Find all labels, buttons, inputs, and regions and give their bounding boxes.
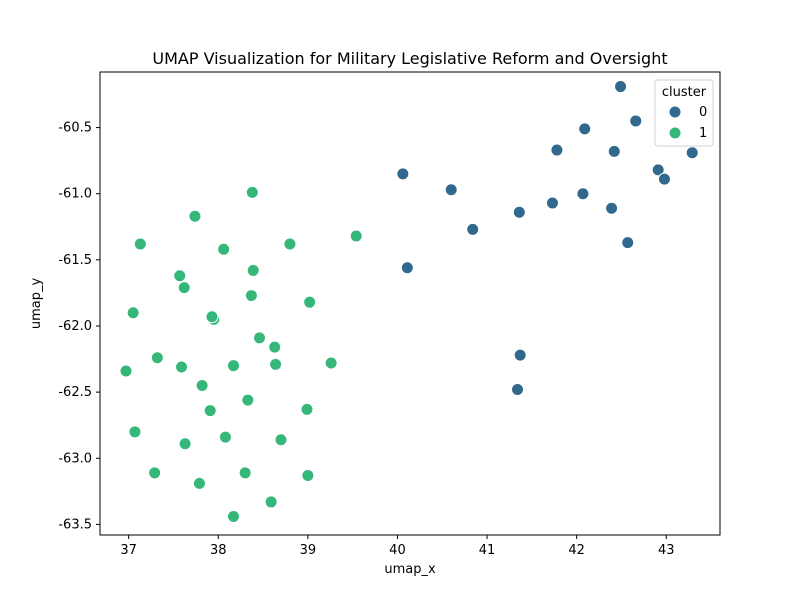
point-cluster-1-3 — [133, 237, 147, 251]
point-cluster-1-27 — [218, 430, 232, 444]
point-cluster-0-8 — [396, 167, 410, 181]
y-tick-label-1: -61.0 — [58, 187, 92, 202]
point-cluster-1-31 — [238, 466, 252, 480]
point-cluster-0-0 — [614, 80, 628, 94]
point-cluster-1-11 — [126, 306, 140, 320]
point-cluster-0-2 — [578, 122, 592, 136]
point-cluster-0-10 — [576, 187, 590, 201]
point-cluster-1-18 — [269, 357, 283, 371]
point-cluster-0-14 — [466, 222, 480, 236]
y-tick-label-4: -62.5 — [58, 385, 92, 400]
point-cluster-1-15 — [268, 340, 282, 354]
point-cluster-0-18 — [511, 382, 525, 396]
point-cluster-0-13 — [512, 205, 526, 219]
point-cluster-1-28 — [274, 433, 288, 447]
point-cluster-0-17 — [513, 348, 527, 362]
x-tick-label-1: 38 — [210, 543, 227, 558]
chart-title: UMAP Visualization for Military Legislat… — [152, 49, 667, 68]
point-cluster-1-8 — [177, 281, 191, 295]
y-tick-label-5: -63.0 — [58, 451, 92, 466]
point-cluster-1-21 — [119, 364, 133, 378]
point-cluster-1-20 — [226, 359, 240, 373]
point-cluster-1-2 — [349, 229, 363, 243]
point-cluster-1-6 — [246, 263, 260, 277]
x-tick-label-5: 42 — [568, 543, 585, 558]
point-cluster-1-5 — [217, 242, 231, 256]
point-cluster-1-19 — [175, 360, 189, 374]
point-cluster-1-33 — [192, 476, 206, 490]
point-cluster-1-22 — [195, 379, 209, 393]
x-tick-label-0: 37 — [120, 543, 137, 558]
point-cluster-1-1 — [188, 209, 202, 223]
point-cluster-0-3 — [550, 143, 564, 157]
point-cluster-0-12 — [605, 201, 619, 215]
point-cluster-0-1 — [629, 114, 643, 128]
legend-label-cluster-0: 0 — [699, 105, 707, 120]
y-axis-label: umap_y — [29, 278, 44, 330]
point-cluster-1-25 — [203, 404, 217, 418]
y-tick-label-3: -62.0 — [58, 319, 92, 334]
point-cluster-1-34 — [264, 495, 278, 509]
point-cluster-0-11 — [545, 196, 559, 210]
point-cluster-1-17 — [324, 356, 338, 370]
x-tick-label-4: 41 — [479, 543, 496, 558]
point-cluster-0-4 — [607, 144, 621, 158]
x-tick-label-2: 39 — [300, 543, 317, 558]
point-cluster-1-10 — [303, 295, 317, 309]
x-axis-ticks: 37 38 39 40 41 42 43 — [120, 535, 675, 558]
y-axis-ticks: -60.5 -61.0 -61.5 -62.0 -62.5 -63.0 -63.5 — [58, 121, 100, 532]
point-cluster-1-13 — [205, 310, 219, 324]
point-cluster-1-32 — [301, 468, 315, 482]
y-tick-label-0: -60.5 — [58, 121, 92, 136]
point-cluster-1-35 — [226, 509, 240, 523]
legend-marker-cluster-1 — [668, 126, 682, 140]
point-cluster-1-16 — [150, 351, 164, 365]
y-tick-label-2: -61.5 — [58, 253, 92, 268]
point-cluster-1-7 — [173, 269, 187, 283]
point-cluster-1-24 — [300, 402, 314, 416]
point-cluster-1-4 — [283, 237, 297, 251]
point-cluster-1-9 — [244, 289, 258, 303]
point-cluster-1-14 — [252, 331, 266, 345]
legend: cluster 0 1 — [654, 79, 714, 147]
point-cluster-0-6 — [651, 163, 665, 177]
points-layer — [119, 80, 699, 523]
y-tick-label-6: -63.5 — [58, 517, 92, 532]
legend-box — [654, 79, 714, 147]
plot-frame — [99, 71, 721, 536]
point-cluster-0-15 — [621, 236, 635, 250]
point-cluster-1-26 — [128, 425, 142, 439]
legend-label-cluster-1: 1 — [699, 126, 707, 141]
point-cluster-1-29 — [178, 437, 192, 451]
point-cluster-0-5 — [685, 146, 699, 160]
point-cluster-0-7 — [657, 172, 671, 186]
x-tick-label-6: 43 — [658, 543, 675, 558]
legend-marker-cluster-0 — [668, 105, 682, 119]
point-cluster-1-0 — [245, 185, 259, 199]
x-tick-label-3: 40 — [389, 543, 406, 558]
legend-title: cluster — [662, 85, 707, 100]
point-cluster-0-16 — [400, 261, 414, 275]
point-cluster-1-23 — [241, 393, 255, 407]
point-cluster-0-9 — [444, 183, 458, 197]
point-cluster-1-30 — [148, 466, 162, 480]
x-axis-label: umap_x — [384, 562, 436, 577]
